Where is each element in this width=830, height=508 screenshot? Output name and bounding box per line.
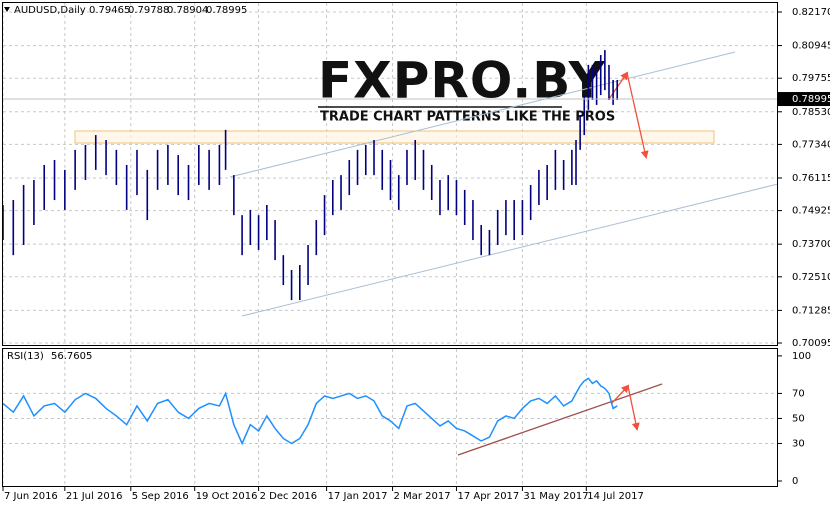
y-tick-label: 0.77340	[792, 139, 830, 150]
chart-title: AUDUSD,Daily	[14, 5, 86, 16]
channel-upper	[229, 51, 736, 178]
y-tick-label: 0.78530	[792, 107, 830, 118]
watermark-title: FXPRO.BY	[318, 52, 606, 110]
y-tick-label: 50	[792, 413, 805, 424]
y-tick-label: 0.70095	[792, 338, 830, 349]
y-tick-label: 30	[792, 438, 805, 449]
y-tick-label: 70	[792, 388, 805, 399]
rsi-arrow-up	[610, 384, 630, 405]
x-tick-label: 21 Jul 2016	[66, 491, 123, 502]
x-tick-label: 31 May 2017	[523, 491, 588, 502]
y-tick-label: 0.74925	[792, 206, 830, 217]
x-tick-label: 17 Jan 2017	[328, 491, 388, 502]
last-price-box	[778, 92, 830, 107]
rsi-trendline	[457, 383, 663, 456]
x-tick-label: 19 Oct 2016	[196, 491, 258, 502]
x-tick-label: 17 Apr 2017	[457, 491, 519, 502]
y-tick-label: 0	[792, 476, 798, 487]
grid	[2, 3, 778, 487]
x-tick-label: 14 Jul 2017	[587, 491, 644, 502]
rsi-arrow-down	[627, 385, 640, 431]
channel-lower	[241, 183, 779, 317]
menu-triangle	[4, 7, 10, 12]
y-tick-label: 0.71285	[792, 305, 830, 316]
y-tick-label: 0.72510	[792, 272, 830, 283]
resistance-zone	[74, 130, 715, 144]
rsi-panel-frame	[2, 348, 778, 487]
watermark-subtitle: TRADE CHART PATTERNS LIKE THE PROS	[320, 110, 615, 125]
header-open: 0.79465	[89, 5, 130, 16]
y-tick-label: 100	[792, 351, 811, 362]
y-tick-label: 0.82170	[792, 7, 830, 18]
indicator-value: 56.7605	[51, 351, 92, 362]
x-tick-label: 2 Mar 2017	[394, 491, 451, 502]
rsi-line	[2, 377, 618, 446]
header-close: 0.78995	[206, 5, 247, 16]
y-tick-label: 0.80945	[792, 41, 830, 52]
x-tick-label: 2 Dec 2016	[260, 491, 318, 502]
last-price-label: 0.78995	[792, 94, 830, 105]
x-tick-label: 7 Jun 2016	[4, 491, 58, 502]
price-panel-frame	[2, 2, 778, 346]
y-tick-label: 0.73700	[792, 239, 830, 250]
x-tick-label: 5 Sep 2016	[132, 491, 189, 502]
y-tick-label: 0.76115	[792, 173, 830, 184]
arrow-down	[626, 72, 649, 159]
header-low: 0.78904	[167, 5, 208, 16]
header-high: 0.79788	[128, 5, 169, 16]
indicator-title: RSI(13)	[7, 351, 44, 362]
y-tick-label: 0.79755	[792, 73, 830, 84]
